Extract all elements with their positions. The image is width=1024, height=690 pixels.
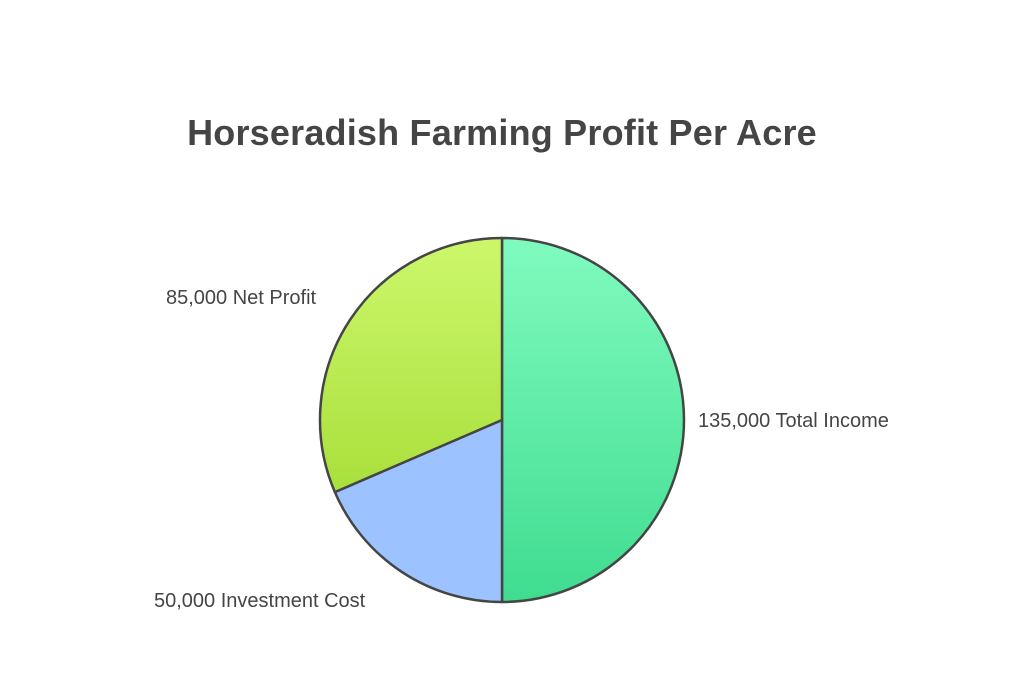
slice-label-net-profit: 85,000 Net Profit [166, 287, 317, 309]
pie-slices [318, 236, 686, 604]
slice-label-total-income: 135,000 Total Income [698, 410, 889, 432]
chart-title: Horseradish Farming Profit Per Acre [187, 112, 817, 153]
pie-slice-total-income [500, 236, 686, 604]
slice-label-investment-cost: 50,000 Investment Cost [154, 590, 366, 612]
pie-slice-investment-cost [333, 418, 504, 604]
pie-slice-net-profit [318, 236, 504, 494]
